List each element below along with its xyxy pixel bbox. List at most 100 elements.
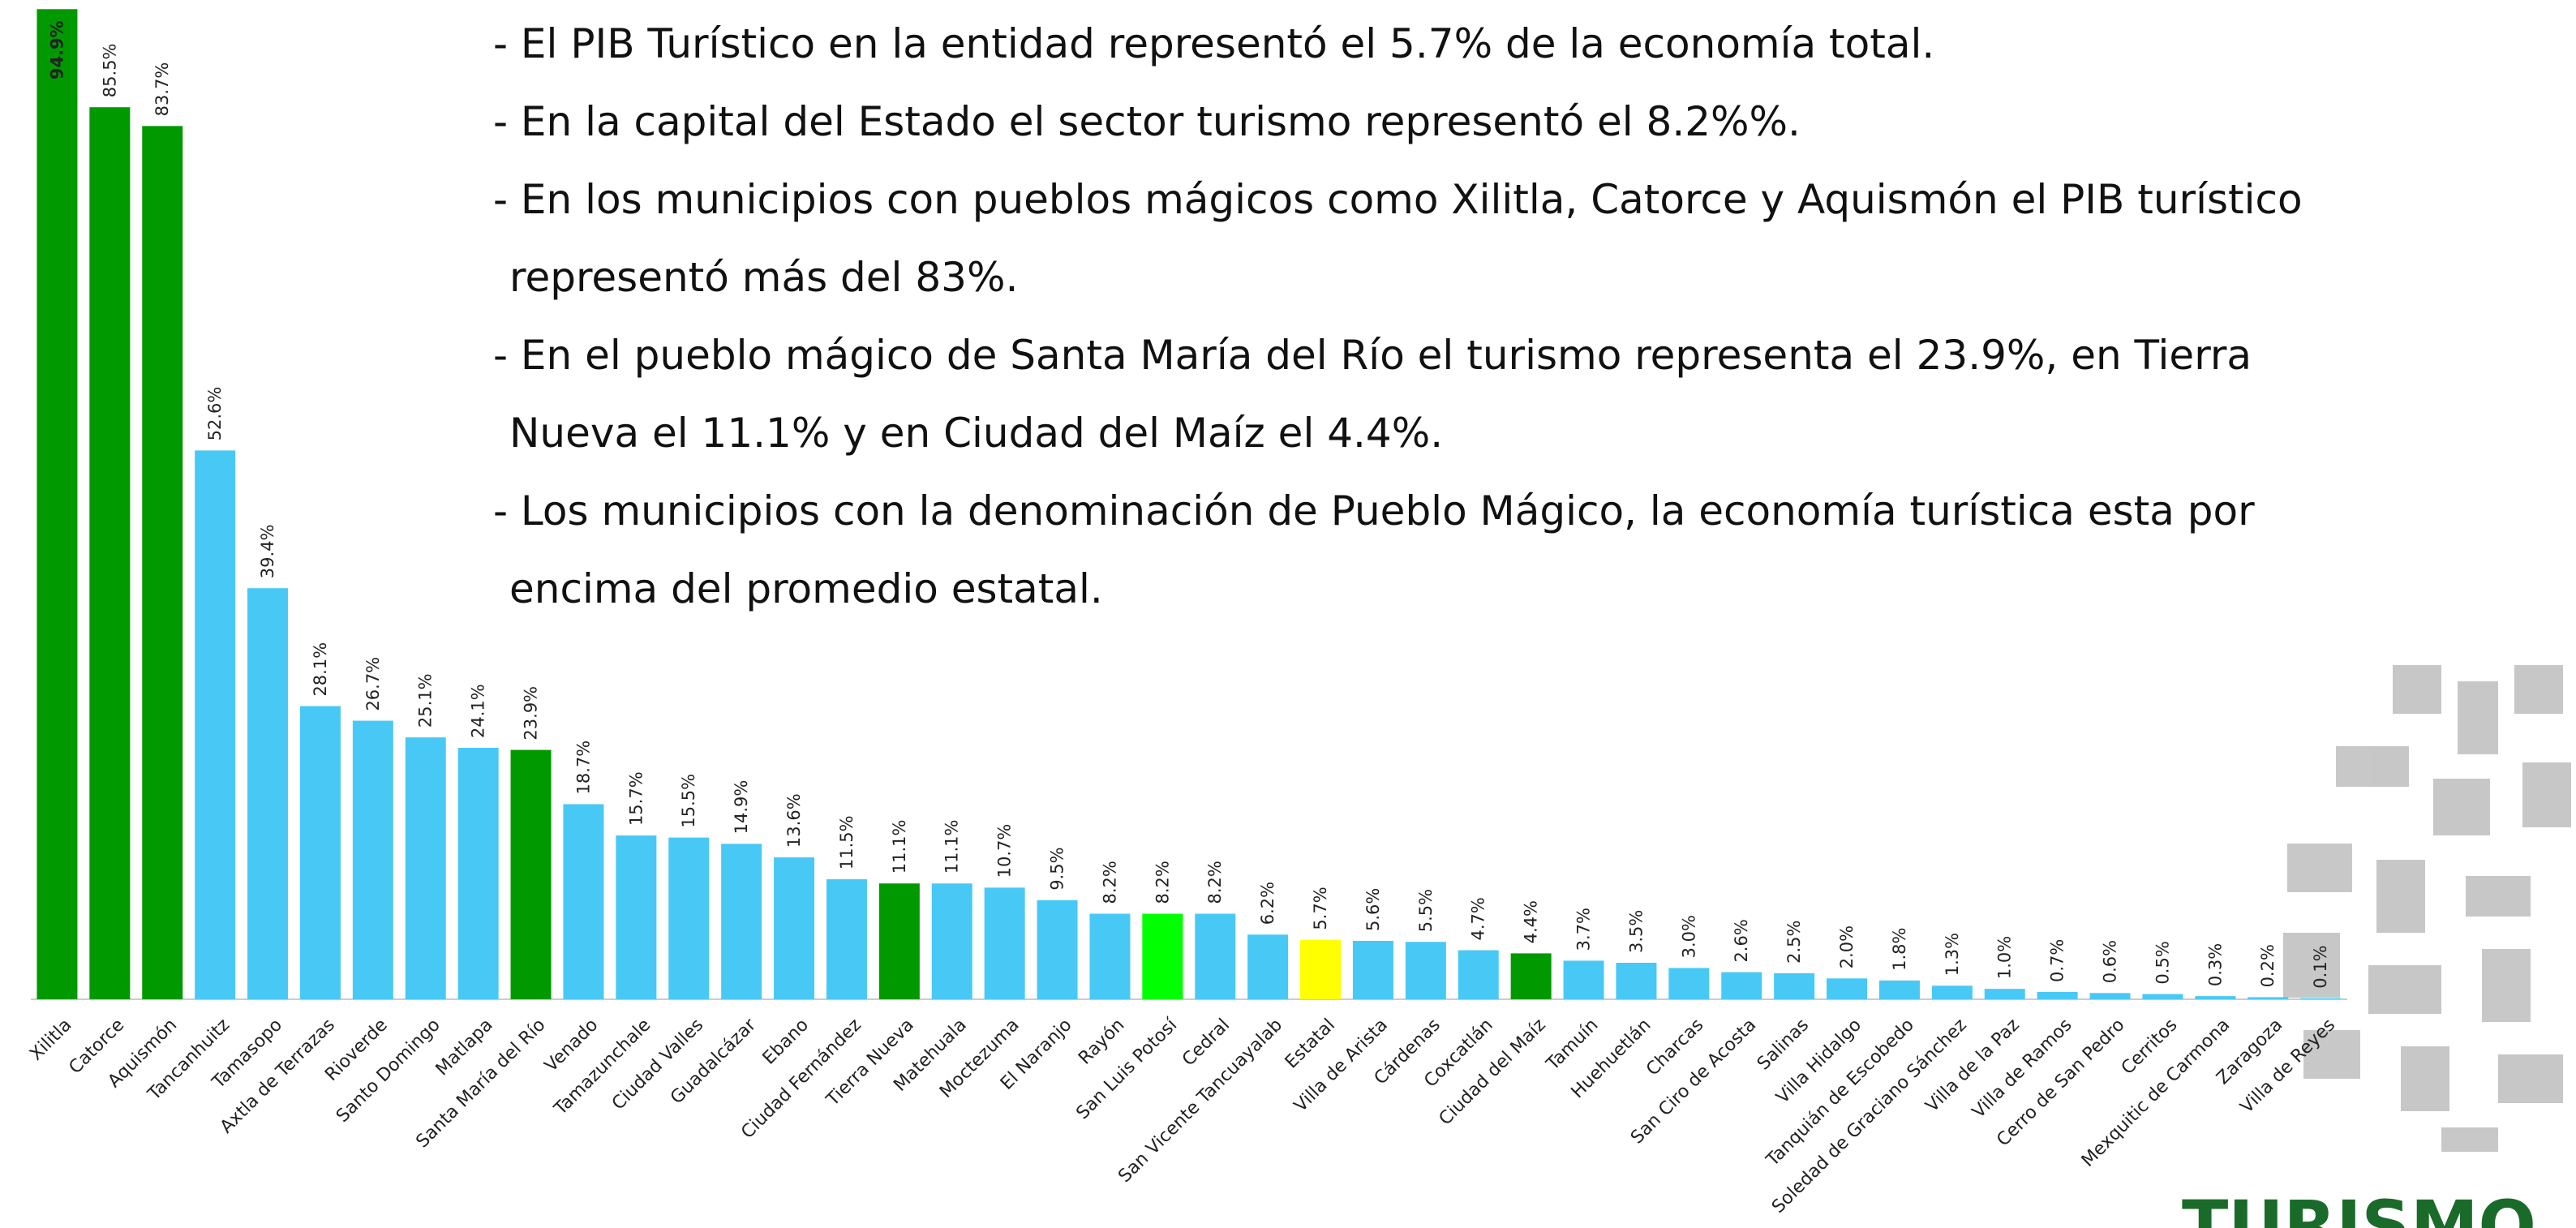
bar [1458, 950, 1499, 999]
bar [1089, 913, 1131, 999]
value-label: 5.6% [1363, 888, 1383, 931]
logo: TURISMO [2182, 1186, 2536, 1228]
bar [1195, 913, 1236, 999]
value-label: 1.3% [1943, 933, 1962, 976]
value-label: 13.6% [784, 793, 804, 848]
bar [1510, 953, 1552, 999]
bar [774, 857, 815, 999]
bar [721, 844, 762, 999]
x-tick-label: Villa de la Paz [1922, 1015, 2024, 1116]
bar [1352, 940, 1393, 999]
value-label: 0.6% [2101, 940, 2120, 983]
bar [1405, 942, 1446, 999]
value-label: 0.1% [2311, 945, 2330, 988]
bar [2142, 994, 2183, 999]
bar [1931, 985, 1973, 999]
value-label: 23.9% [522, 686, 541, 741]
value-label: 14.9% [732, 780, 751, 835]
note-line: - En los municipios con pueblos mágicos … [493, 176, 2303, 223]
note-line: - Los municipios con la denominación de … [493, 487, 2255, 535]
bar [931, 883, 972, 999]
bar [1037, 900, 1078, 999]
value-label: 5.7% [1311, 887, 1330, 930]
bar [1878, 980, 1920, 999]
value-label: 39.4% [258, 524, 277, 578]
bar [984, 887, 1025, 999]
x-tick-label: San Luis Potosí [1072, 1015, 1182, 1124]
value-label: 83.7% [152, 62, 172, 117]
bar [1142, 913, 1183, 999]
bar [616, 835, 657, 999]
note-line: - En el pueblo mágico de Santa María del… [493, 332, 2252, 379]
bar [1721, 972, 1762, 999]
bar [1984, 989, 2025, 999]
bar [563, 804, 604, 999]
bar [668, 837, 710, 999]
note-line: representó más del 83%. [509, 254, 1018, 301]
value-label: 0.5% [2153, 941, 2172, 984]
value-label: 85.5% [100, 43, 119, 97]
bar [142, 126, 183, 1000]
value-label: 11.1% [890, 820, 909, 874]
value-label: 15.5% [679, 774, 698, 828]
bar [1247, 934, 1289, 999]
value-label: 0.7% [2048, 939, 2067, 982]
bar [1563, 960, 1604, 999]
bar [457, 747, 499, 999]
value-label: 4.7% [1469, 897, 1488, 940]
value-label: 52.6% [205, 387, 225, 441]
value-label: 2.5% [1784, 920, 1804, 963]
value-label: 24.1% [469, 684, 488, 738]
value-label: 18.7% [573, 741, 593, 795]
bar [878, 883, 920, 999]
note-line: - El PIB Turístico en la entidad represe… [493, 20, 1934, 67]
value-label: 11.5% [837, 815, 857, 869]
x-tick-label: Xilitla [26, 1015, 75, 1064]
bar [195, 450, 236, 999]
note-line: encima del promedio estatal. [509, 565, 1103, 612]
bar [1616, 962, 1657, 999]
value-label: 1.0% [1995, 936, 2015, 979]
value-label: 6.2% [1258, 882, 1277, 925]
value-label: 0.3% [2205, 943, 2225, 986]
bar [1827, 978, 1868, 999]
value-label: 25.1% [416, 673, 436, 728]
value-label: 3.0% [1679, 915, 1698, 958]
value-label: 11.1% [942, 820, 962, 874]
decor-pattern [2283, 665, 2571, 1152]
value-label: 15.7% [626, 771, 646, 826]
bar [405, 737, 446, 999]
value-label: 28.1% [311, 642, 330, 697]
note-line: Nueva el 11.1% y en Ciudad del Maíz el 4… [509, 410, 1443, 457]
value-label: 94.9% [47, 20, 67, 79]
value-label: 3.5% [1626, 910, 1646, 953]
bar [1300, 939, 1342, 999]
x-tick-label: Ciudad Valles [608, 1015, 707, 1114]
value-label: 3.7% [1574, 908, 1594, 951]
x-tick-label: Tamazunchale [550, 1015, 655, 1119]
value-label: 8.2% [1153, 861, 1172, 904]
value-label: 1.8% [1890, 927, 1909, 970]
bar [36, 9, 78, 999]
bar [2248, 997, 2289, 999]
note-line: - En la capital del Estado el sector tur… [493, 98, 1801, 145]
bar [1774, 973, 1815, 999]
bar [352, 720, 393, 999]
value-label: 0.2% [2258, 944, 2278, 987]
bar [2037, 991, 2078, 999]
value-label: 9.5% [1048, 847, 1067, 890]
bar [510, 749, 552, 999]
value-label: 2.0% [1837, 925, 1857, 968]
value-label: 8.2% [1205, 861, 1225, 904]
bar [826, 879, 867, 999]
value-label: 8.2% [1100, 861, 1119, 904]
bar [89, 107, 131, 1000]
bar [247, 588, 289, 999]
bar [2195, 996, 2236, 999]
value-label: 4.4% [1522, 900, 1541, 943]
value-label: 2.6% [1732, 919, 1751, 962]
bar [2300, 998, 2342, 999]
x-tick-label: Villa de Arista [1290, 1015, 1392, 1116]
